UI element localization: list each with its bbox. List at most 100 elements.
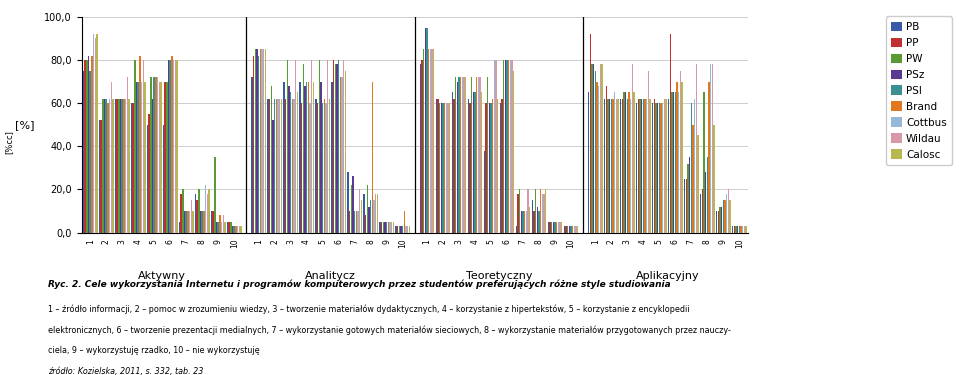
Bar [632,64,633,232]
Bar [173,60,175,232]
Bar [82,71,84,232]
Bar [144,82,146,232]
Bar [662,103,664,232]
Bar [254,49,256,232]
Bar [184,211,185,232]
Bar [93,34,94,232]
Bar [577,226,578,232]
Bar [734,226,735,232]
Bar [592,64,593,232]
Bar [509,60,511,232]
Bar [402,226,404,232]
Bar [604,99,605,232]
Bar [143,60,144,232]
Bar [694,99,695,232]
Bar [149,114,150,232]
Bar [91,56,93,232]
Bar [99,120,101,232]
Bar [199,211,201,232]
Bar [524,211,526,232]
Bar [633,92,635,232]
Bar [516,226,517,232]
Bar [228,222,230,232]
Bar [681,82,683,232]
Bar [299,82,300,232]
Bar [364,215,366,232]
Bar [620,99,621,232]
Bar [392,222,394,232]
Bar [375,194,376,232]
Bar [182,189,183,232]
Bar [728,189,729,232]
Bar [692,124,693,232]
Text: źródło: Kozielska, 2011, s. 332, tab. 23: źródło: Kozielska, 2011, s. 332, tab. 23 [48,367,203,375]
Bar [103,99,104,232]
Bar [147,124,149,232]
Bar [612,99,614,232]
Bar [218,222,219,232]
Bar [141,82,142,232]
Bar [621,99,623,232]
Bar [125,99,127,232]
Bar [316,103,318,232]
Bar [281,99,282,232]
Text: Analitycz: Analitycz [305,272,356,281]
Bar [221,222,222,232]
Bar [738,226,740,232]
Bar [361,200,362,232]
Bar [213,211,214,232]
Bar [465,77,466,232]
Bar [676,82,678,232]
Bar [732,226,734,232]
Bar [636,103,638,232]
Bar [260,49,261,232]
Bar [89,71,91,232]
Bar [640,99,641,232]
Bar [157,77,158,232]
Bar [323,99,325,232]
Bar [366,185,368,232]
Text: ciela, 9 – wykorzystuję rzadko, 10 – nie wykorzystuję: ciela, 9 – wykorzystuję rzadko, 10 – nie… [48,346,260,355]
Bar [185,211,187,232]
Bar [163,124,164,232]
Bar [230,222,232,232]
Bar [151,77,152,232]
Bar [471,77,473,232]
Bar [110,82,112,232]
Bar [155,77,156,232]
Bar [564,226,565,232]
Bar [630,99,631,232]
Bar [325,103,327,232]
Bar [191,200,192,232]
Bar [745,226,747,232]
Bar [655,103,657,232]
Bar [95,39,96,232]
Bar [611,99,612,232]
Bar [647,71,649,232]
Bar [572,226,573,232]
Bar [268,99,269,232]
Bar [590,34,591,232]
Bar [192,211,194,232]
Bar [433,49,434,232]
Bar [387,222,389,232]
Bar [538,211,540,232]
Bar [357,211,359,232]
Bar [430,49,431,232]
Bar [153,77,155,232]
Bar [285,99,287,232]
Bar [421,60,423,232]
Bar [399,226,400,232]
Bar [478,77,480,232]
Bar [123,99,125,232]
Bar [474,92,476,232]
Bar [684,178,686,232]
Bar [469,103,471,232]
Bar [263,49,265,232]
Bar [593,64,595,232]
Bar [368,207,369,232]
Bar [206,194,208,232]
Bar [253,56,254,232]
Bar [523,211,524,232]
Text: Aktywny: Aktywny [138,272,186,281]
